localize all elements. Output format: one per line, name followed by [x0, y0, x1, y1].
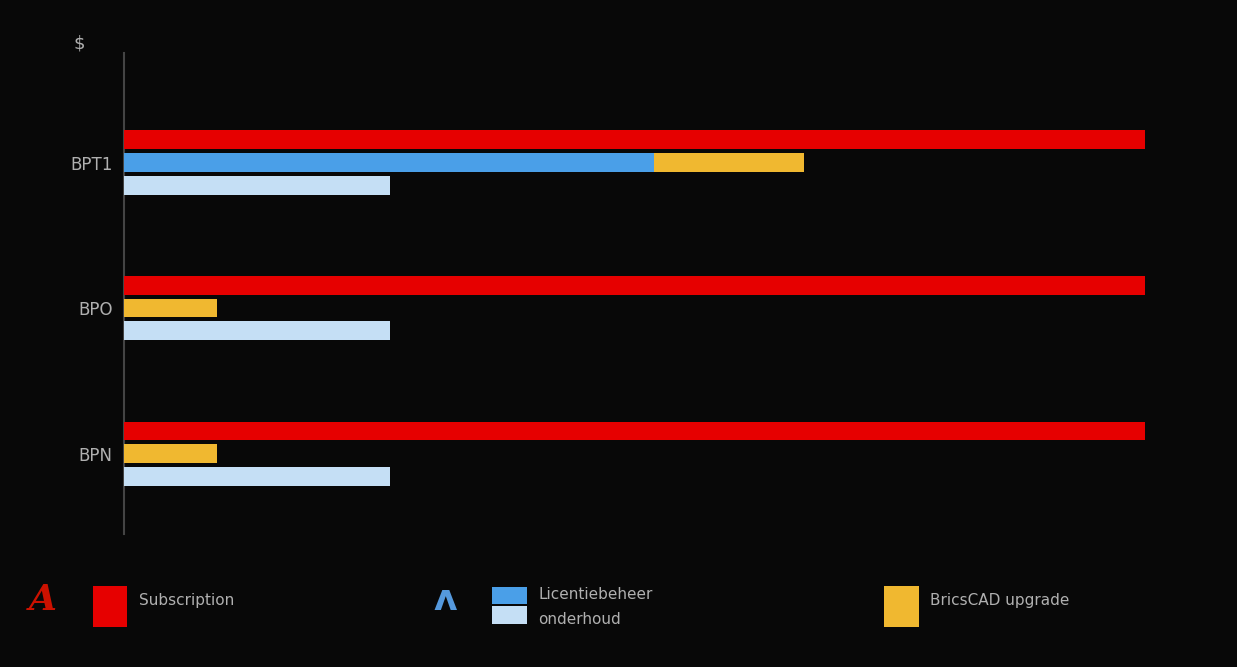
Bar [124, 153, 654, 172]
Text: ʌ: ʌ [434, 584, 456, 617]
Y-axis label: $: $ [74, 34, 85, 52]
Bar [124, 175, 390, 195]
Bar [124, 276, 1144, 295]
Bar [124, 444, 216, 463]
Bar [124, 321, 390, 340]
Bar [124, 467, 390, 486]
Text: Licentiebeheer: Licentiebeheer [538, 587, 652, 602]
Bar [124, 422, 1144, 440]
Bar [124, 131, 1144, 149]
Bar [654, 153, 804, 172]
Text: Subscription: Subscription [139, 593, 234, 608]
Text: onderhoud: onderhoud [538, 612, 621, 627]
Bar [124, 299, 216, 317]
Text: A: A [30, 584, 57, 617]
Text: BricsCAD upgrade: BricsCAD upgrade [930, 593, 1070, 608]
